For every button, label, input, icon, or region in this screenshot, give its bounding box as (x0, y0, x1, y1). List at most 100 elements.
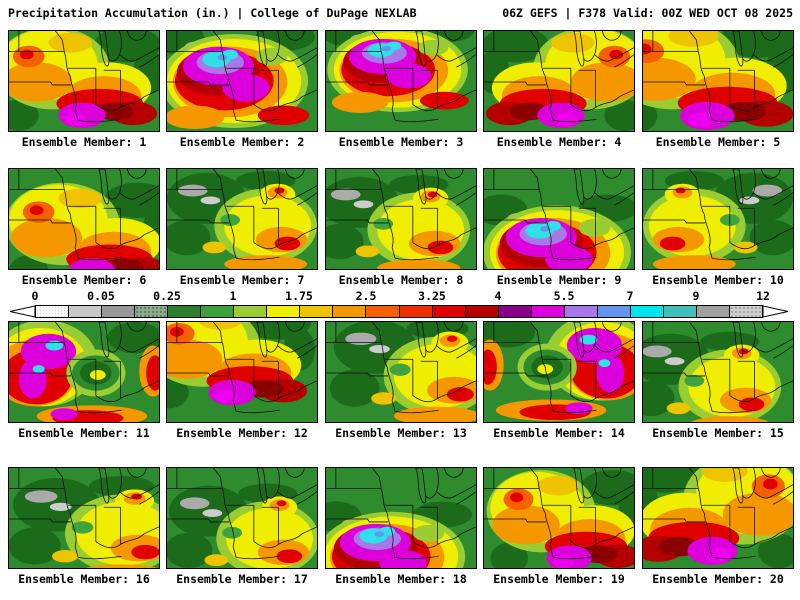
ensemble-member-label: Ensemble Member: 17 (176, 572, 308, 586)
scale-segment (564, 306, 598, 317)
scale-tick: 0.05 (87, 289, 115, 303)
scale-tick: 7 (626, 289, 634, 303)
model-run-valid-time: 06Z GEFS | F378 Valid: 00Z WED OCT 08 20… (502, 6, 793, 20)
scale-segment (69, 306, 103, 317)
ensemble-panel-2: Ensemble Member: 2 (166, 30, 318, 149)
scale-segment (465, 306, 499, 317)
precip-map-member-6[interactable] (8, 168, 160, 270)
ensemble-member-label: Ensemble Member: 5 (655, 135, 781, 149)
ensemble-panel-5: Ensemble Member: 5 (642, 30, 794, 149)
precip-map-member-9[interactable] (483, 168, 635, 270)
precip-map-member-4[interactable] (483, 30, 635, 132)
scale-segment (201, 306, 235, 317)
ensemble-panel-19: Ensemble Member: 19 (483, 467, 635, 586)
ensemble-member-label: Ensemble Member: 13 (335, 426, 467, 440)
scale-tick: 12 (756, 289, 770, 303)
ensemble-panel-8: Ensemble Member: 8 (325, 168, 477, 287)
scale-segment (135, 306, 169, 317)
precip-map-member-11[interactable] (8, 321, 160, 423)
page-title: Precipitation Accumulation (in.) | Colle… (8, 6, 417, 20)
scale-segment (531, 306, 565, 317)
scale-segment (234, 306, 268, 317)
precip-map-member-20[interactable] (642, 467, 794, 569)
ensemble-member-label: Ensemble Member: 18 (335, 572, 467, 586)
ensemble-panel-1: Ensemble Member: 1 (8, 30, 160, 149)
scale-segment (696, 306, 730, 317)
scale-segment (597, 306, 631, 317)
scale-segment (36, 306, 70, 317)
ensemble-panel-10: Ensemble Member: 10 (642, 168, 794, 287)
ensemble-panel-6: Ensemble Member: 6 (8, 168, 160, 287)
scale-tick: 4 (494, 289, 502, 303)
scale-tick: 1.75 (285, 289, 313, 303)
scale-tick: 1 (229, 289, 237, 303)
ensemble-panel-13: Ensemble Member: 13 (325, 321, 477, 440)
scale-tick: 3.25 (418, 289, 446, 303)
scale-segment (366, 306, 400, 317)
ensemble-member-label: Ensemble Member: 2 (179, 135, 305, 149)
scale-segment (399, 306, 433, 317)
ensemble-member-label: Ensemble Member: 10 (652, 273, 784, 287)
ensemble-member-label: Ensemble Member: 16 (18, 572, 150, 586)
scale-tick: 9 (692, 289, 700, 303)
ensemble-member-label: Ensemble Member: 20 (652, 572, 784, 586)
precip-color-scale: 0 0.05 0.25 1 1.75 2.5 3.25 4 5.5 7 9 12 (0, 288, 800, 320)
scale-segment (267, 306, 301, 317)
precip-map-member-8[interactable] (325, 168, 477, 270)
ensemble-panel-7: Ensemble Member: 7 (166, 168, 318, 287)
ensemble-member-label: Ensemble Member: 6 (21, 273, 147, 287)
ensemble-panel-20: Ensemble Member: 20 (642, 467, 794, 586)
precip-map-member-7[interactable] (166, 168, 318, 270)
ensemble-member-label: Ensemble Member: 12 (176, 426, 308, 440)
ensemble-member-label: Ensemble Member: 7 (179, 273, 305, 287)
precip-map-member-13[interactable] (325, 321, 477, 423)
scale-left-arrow-icon (9, 305, 35, 318)
ensemble-member-label: Ensemble Member: 8 (338, 273, 464, 287)
scale-segment (630, 306, 664, 317)
ensemble-member-label: Ensemble Member: 14 (493, 426, 625, 440)
ensemble-panel-9: Ensemble Member: 9 (483, 168, 635, 287)
precip-map-member-16[interactable] (8, 467, 160, 569)
ensemble-member-label: Ensemble Member: 11 (18, 426, 150, 440)
scale-segment (729, 306, 763, 317)
scale-tick: 0.25 (153, 289, 181, 303)
ensemble-panel-15: Ensemble Member: 15 (642, 321, 794, 440)
ensemble-panel-11: Ensemble Member: 11 (8, 321, 160, 440)
ensemble-panel-18: Ensemble Member: 18 (325, 467, 477, 586)
precip-map-member-5[interactable] (642, 30, 794, 132)
precip-map-member-15[interactable] (642, 321, 794, 423)
scale-tick: 0 (31, 289, 39, 303)
precip-map-member-2[interactable] (166, 30, 318, 132)
scale-segment (498, 306, 532, 317)
ensemble-panel-14: Ensemble Member: 14 (483, 321, 635, 440)
ensemble-member-label: Ensemble Member: 19 (493, 572, 625, 586)
scale-segment (300, 306, 334, 317)
ensemble-panel-12: Ensemble Member: 12 (166, 321, 318, 440)
precip-map-member-18[interactable] (325, 467, 477, 569)
precip-map-member-17[interactable] (166, 467, 318, 569)
precip-map-member-14[interactable] (483, 321, 635, 423)
scale-tick: 2.5 (355, 289, 377, 303)
precip-map-member-1[interactable] (8, 30, 160, 132)
scale-bar (35, 305, 763, 318)
precip-map-member-19[interactable] (483, 467, 635, 569)
scale-segment (333, 306, 367, 317)
scale-segment (663, 306, 697, 317)
ensemble-member-label: Ensemble Member: 15 (652, 426, 784, 440)
ensemble-panel-3: Ensemble Member: 3 (325, 30, 477, 149)
ensemble-member-label: Ensemble Member: 1 (21, 135, 147, 149)
scale-right-arrow-icon (763, 305, 789, 318)
precip-map-member-12[interactable] (166, 321, 318, 423)
ensemble-panel-16: Ensemble Member: 16 (8, 467, 160, 586)
ensemble-panel-4: Ensemble Member: 4 (483, 30, 635, 149)
ensemble-member-label: Ensemble Member: 3 (338, 135, 464, 149)
scale-segment (168, 306, 202, 317)
scale-segment (102, 306, 136, 317)
scale-tick: 5.5 (553, 289, 575, 303)
precip-map-member-10[interactable] (642, 168, 794, 270)
scale-segment (432, 306, 466, 317)
ensemble-member-label: Ensemble Member: 4 (496, 135, 622, 149)
ensemble-member-label: Ensemble Member: 9 (496, 273, 622, 287)
precip-map-member-3[interactable] (325, 30, 477, 132)
